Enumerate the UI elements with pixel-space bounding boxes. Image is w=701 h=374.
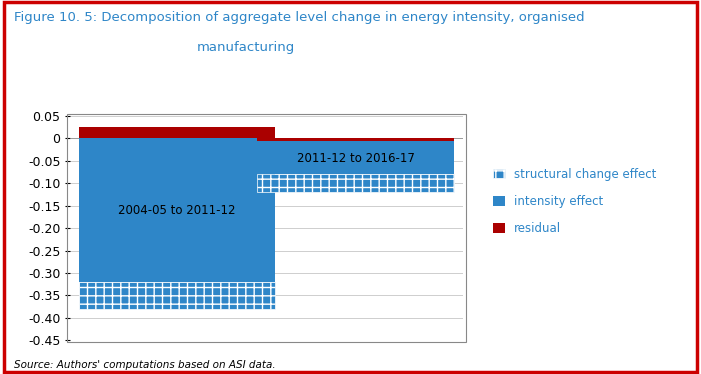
Bar bbox=[79, 127, 275, 138]
Bar bbox=[257, 138, 454, 141]
Text: 2004-05 to 2011-12: 2004-05 to 2011-12 bbox=[118, 204, 236, 217]
Text: manufacturing: manufacturing bbox=[196, 41, 294, 54]
Text: Figure 10. 5: Decomposition of aggregate level change in energy intensity, organ: Figure 10. 5: Decomposition of aggregate… bbox=[14, 11, 585, 24]
Legend: structural change effect, intensity effect, residual: structural change effect, intensity effe… bbox=[488, 163, 661, 240]
Text: Source: Authors' computations based on ASI data.: Source: Authors' computations based on A… bbox=[14, 360, 275, 370]
Bar bbox=[257, 174, 454, 192]
Bar bbox=[79, 138, 275, 282]
Bar bbox=[79, 282, 275, 309]
Text: 2011-12 to 2016-17: 2011-12 to 2016-17 bbox=[297, 152, 414, 165]
Bar bbox=[257, 138, 454, 174]
